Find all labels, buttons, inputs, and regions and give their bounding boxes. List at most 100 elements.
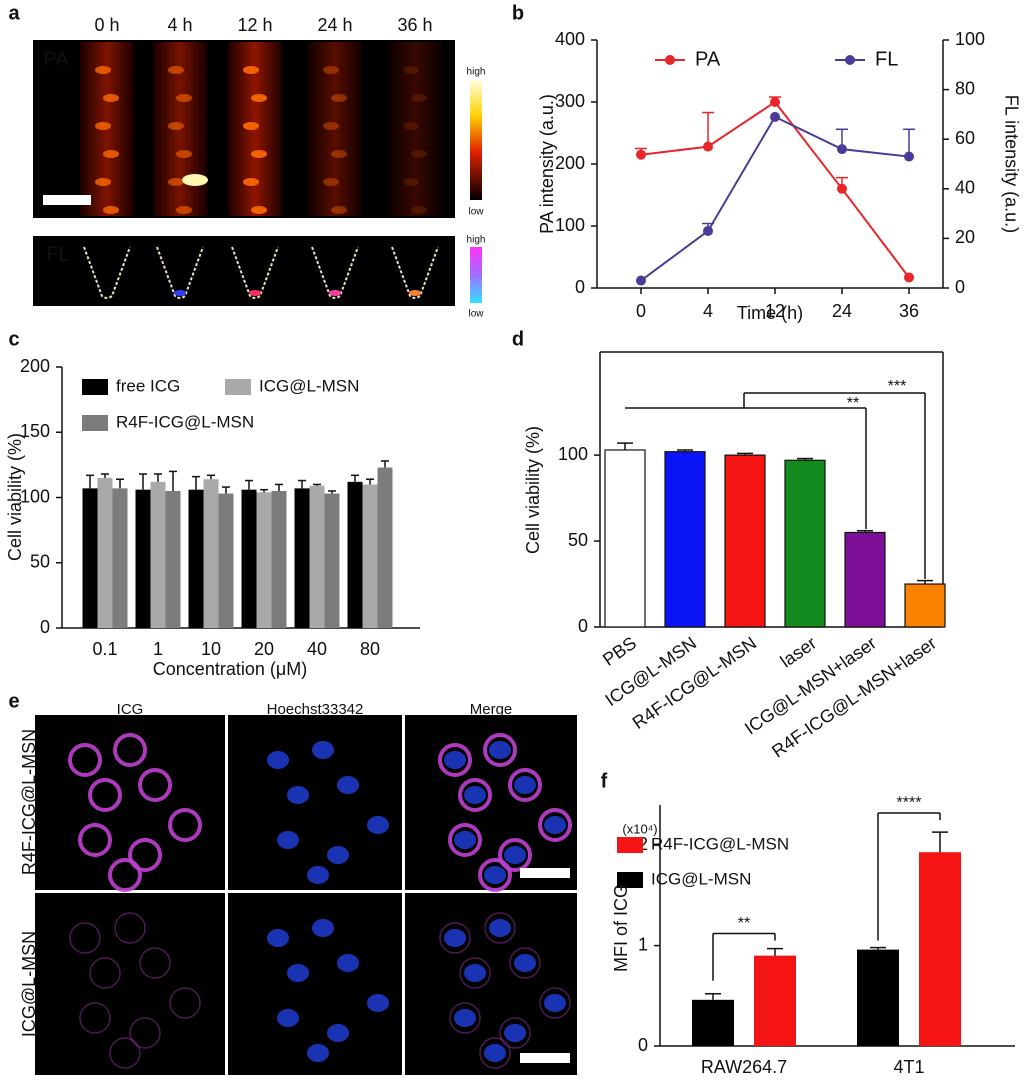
pa-spot <box>243 66 259 74</box>
panel-label: d <box>512 328 524 350</box>
bar <box>188 489 204 628</box>
pa-spot <box>411 150 427 158</box>
cell-icg <box>508 768 542 802</box>
pa-spot <box>251 150 267 158</box>
bar <box>724 454 766 628</box>
fl-spot <box>249 290 261 296</box>
y-tick-label: 400 <box>555 29 585 49</box>
column-title: ICG <box>117 701 144 718</box>
cell-nucleus <box>544 816 566 834</box>
cell <box>68 743 102 777</box>
pa-spot <box>103 94 119 102</box>
cell <box>108 858 142 892</box>
marker <box>837 183 847 194</box>
cell-nucleus <box>327 1024 349 1042</box>
legend-swatch <box>617 837 643 853</box>
cell-nucleus <box>484 1044 506 1062</box>
cell-nucleus <box>287 964 309 982</box>
cell-icg <box>484 912 516 944</box>
cell-icg <box>114 912 146 944</box>
y-tick-label: 60 <box>955 128 975 148</box>
legend-label: ICG@L-MSN <box>651 869 751 888</box>
fl-tube <box>391 246 439 299</box>
bar <box>82 488 98 628</box>
y-tick-label: 300 <box>555 91 585 111</box>
y-tick-label: 100 <box>558 444 588 464</box>
pa-spot <box>95 178 111 186</box>
pa-stripe <box>308 42 362 216</box>
marker <box>703 225 713 236</box>
bar <box>347 481 363 628</box>
scale-bar <box>520 1053 570 1063</box>
bar <box>97 477 113 628</box>
pa-spot <box>331 94 347 102</box>
cell-icg <box>139 947 171 979</box>
cell <box>307 1044 329 1062</box>
x-tick-label: 20 <box>254 639 274 659</box>
bar <box>377 467 393 628</box>
bar <box>362 484 378 628</box>
panel-label: a <box>8 2 20 24</box>
cell <box>79 1002 111 1034</box>
cell <box>78 823 112 857</box>
fl-image <box>33 236 455 306</box>
legend-swatch <box>82 415 108 431</box>
micrograph <box>35 893 225 1075</box>
pa-hotspot <box>182 174 208 186</box>
cell-nucleus <box>514 954 536 972</box>
pa-spot <box>403 66 419 74</box>
cell-nucleus <box>312 741 334 759</box>
pa-spot <box>323 178 339 186</box>
row-label: PA <box>43 48 69 70</box>
y-axis-label: Cell viability (%) <box>5 433 25 561</box>
pa-spot <box>176 206 192 214</box>
bar <box>309 485 325 628</box>
cell-nucleus <box>337 776 359 794</box>
cell-icg <box>449 1002 481 1034</box>
bar <box>241 489 257 628</box>
cell <box>337 954 359 972</box>
cell-nucleus <box>444 751 466 769</box>
time-label: 24 h <box>317 15 352 35</box>
marker <box>636 275 646 286</box>
pa-spot <box>331 206 347 214</box>
y-tick-label: 1 <box>638 934 648 954</box>
column-title: Merge <box>470 701 513 718</box>
cell <box>498 838 532 872</box>
pa-spot <box>168 122 184 130</box>
fl-tube <box>83 246 131 299</box>
micrograph <box>35 715 225 890</box>
cell <box>337 776 359 794</box>
cell <box>312 919 334 937</box>
cell-icg <box>479 1037 511 1069</box>
cell-icg <box>459 957 491 989</box>
cell-icg <box>448 823 482 857</box>
cell-icg <box>509 947 541 979</box>
cell <box>287 786 309 804</box>
cell-nucleus <box>544 994 566 1012</box>
scale-bar <box>43 195 91 205</box>
cell <box>307 866 329 884</box>
bar <box>692 999 734 1046</box>
pa-spot <box>103 150 119 158</box>
pa-spot <box>176 150 192 158</box>
y-tick-label: 200 <box>20 356 50 376</box>
marker <box>636 149 646 160</box>
cell-nucleus <box>489 741 511 759</box>
legend-label: ICG@L-MSN <box>259 376 359 395</box>
cell-nucleus <box>277 1009 299 1027</box>
scale-bar <box>520 868 570 878</box>
cell <box>438 743 472 777</box>
cell-icg <box>113 733 147 767</box>
bar <box>919 852 961 1046</box>
time-label: 12 h <box>237 15 272 35</box>
pa-spot <box>243 122 259 130</box>
cell <box>267 929 289 947</box>
cell-icg <box>79 1002 111 1034</box>
x-tick-label: 10 <box>201 639 221 659</box>
significance: ** <box>847 395 859 412</box>
fl-spot <box>409 290 421 296</box>
cell <box>509 947 541 979</box>
bar <box>664 451 706 628</box>
cell-nucleus <box>444 929 466 947</box>
